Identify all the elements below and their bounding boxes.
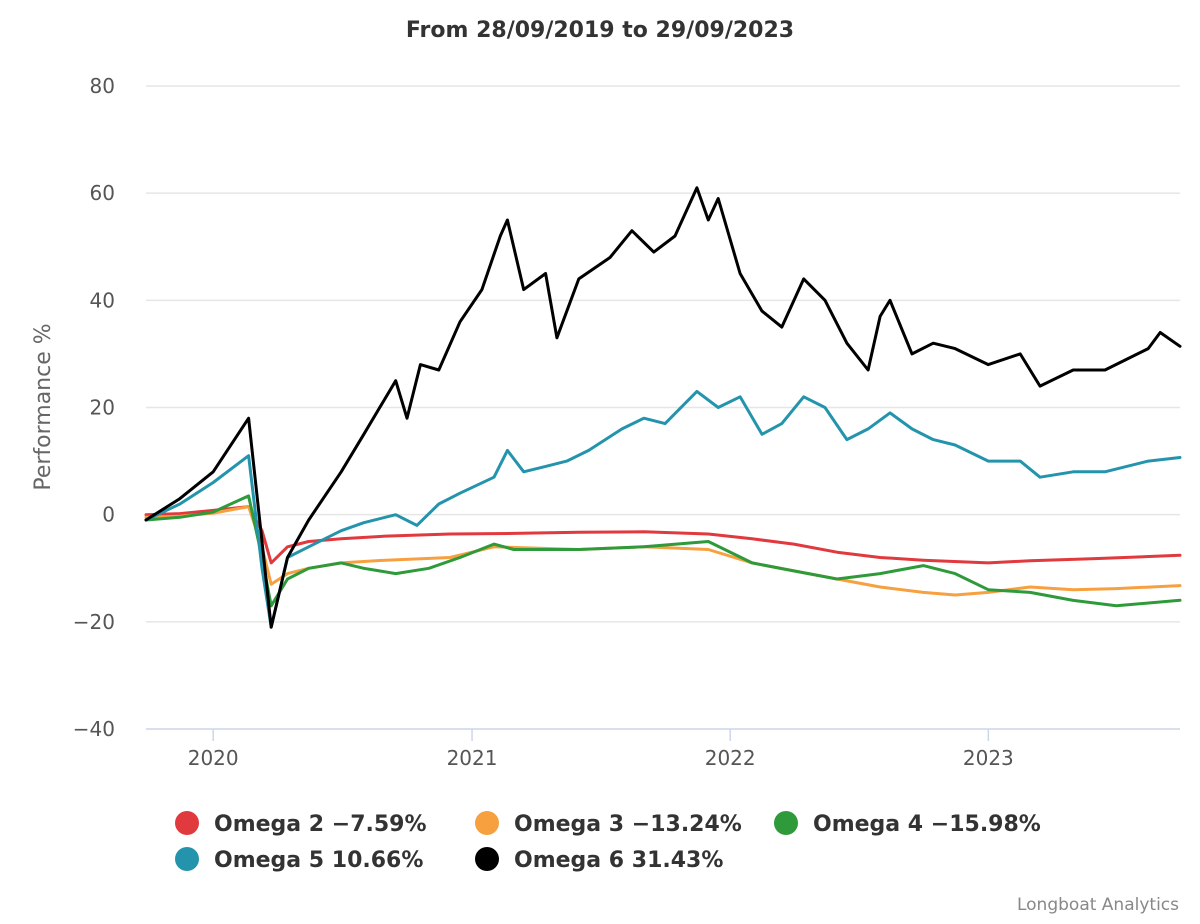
x-tick-label: 2022 [705, 746, 756, 770]
legend-label: Omega 5 10.66% [214, 848, 423, 873]
y-tick-label: 20 [90, 396, 115, 420]
legend-label: Omega 2 −7.59% [214, 812, 427, 837]
legend-item-omega-5[interactable]: Omega 5 10.66% [175, 847, 423, 873]
y-tick-label: −20 [73, 610, 115, 634]
credits[interactable]: Longboat Analytics [1017, 895, 1179, 915]
y-tick-label: −40 [73, 717, 115, 741]
x-tick-label: 2021 [447, 746, 498, 770]
x-tick-label: 2023 [963, 746, 1014, 770]
legend-label: Omega 3 −13.24% [514, 812, 742, 837]
series-lines [144, 186, 1182, 629]
legend-item-omega-3[interactable]: Omega 3 −13.24% [475, 811, 742, 837]
series-line-omega-6[interactable] [144, 186, 1182, 629]
legend: Omega 2 −7.59% Omega 3 −13.24% Omega 4 −15… [175, 811, 1041, 873]
y-axis-ticks: −40 −20 0 20 40 60 80 [73, 74, 115, 741]
y-tick-label: 60 [90, 181, 115, 205]
legend-marker-icon [475, 847, 499, 871]
legend-item-omega-6[interactable]: Omega 6 31.43% [475, 847, 723, 873]
x-tick-label: 2020 [188, 746, 239, 770]
y-tick-label: 0 [102, 503, 115, 527]
legend-item-omega-4[interactable]: Omega 4 −15.98% [774, 811, 1041, 837]
x-axis-ticks: 2020 2021 2022 2023 [188, 729, 1014, 770]
legend-item-omega-2[interactable]: Omega 2 −7.59% [175, 811, 427, 837]
legend-marker-icon [774, 811, 798, 835]
y-axis-label: Performance % [31, 323, 56, 490]
y-tick-label: 80 [90, 74, 115, 98]
y-tick-label: 40 [90, 288, 115, 312]
series-line-omega-5[interactable] [144, 389, 1182, 629]
legend-marker-icon [175, 811, 199, 835]
gridlines [146, 85, 1180, 623]
legend-marker-icon [475, 811, 499, 835]
chart-title: From 28/09/2019 to 29/09/2023 [406, 18, 794, 43]
legend-marker-icon [175, 847, 199, 871]
legend-label: Omega 4 −15.98% [813, 812, 1041, 837]
legend-label: Omega 6 31.43% [514, 848, 723, 873]
